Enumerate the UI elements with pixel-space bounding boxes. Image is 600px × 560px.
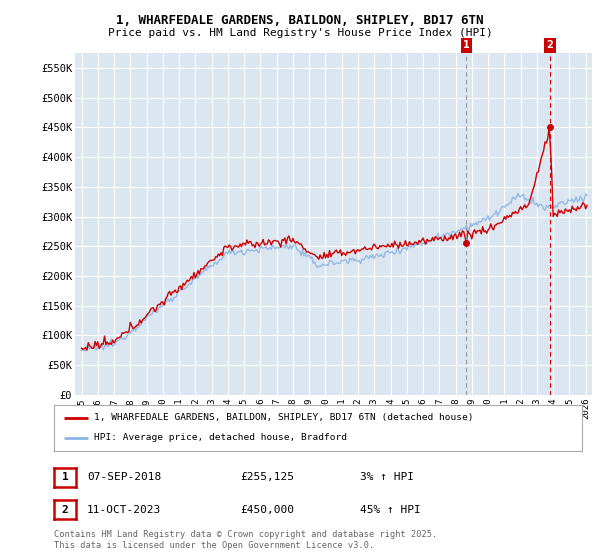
Text: £255,125: £255,125	[240, 472, 294, 482]
Text: 07-SEP-2018: 07-SEP-2018	[87, 472, 161, 482]
Text: 45% ↑ HPI: 45% ↑ HPI	[360, 505, 421, 515]
Text: Contains HM Land Registry data © Crown copyright and database right 2025.: Contains HM Land Registry data © Crown c…	[54, 530, 437, 539]
Text: £450,000: £450,000	[240, 505, 294, 515]
Text: Price paid vs. HM Land Registry's House Price Index (HPI): Price paid vs. HM Land Registry's House …	[107, 28, 493, 38]
Text: 3% ↑ HPI: 3% ↑ HPI	[360, 472, 414, 482]
Text: HPI: Average price, detached house, Bradford: HPI: Average price, detached house, Brad…	[94, 433, 347, 442]
Text: 1, WHARFEDALE GARDENS, BAILDON, SHIPLEY, BD17 6TN: 1, WHARFEDALE GARDENS, BAILDON, SHIPLEY,…	[116, 14, 484, 27]
Text: 2: 2	[62, 505, 68, 515]
Text: 1, WHARFEDALE GARDENS, BAILDON, SHIPLEY, BD17 6TN (detached house): 1, WHARFEDALE GARDENS, BAILDON, SHIPLEY,…	[94, 413, 473, 422]
Text: 1: 1	[62, 472, 68, 482]
Text: 1: 1	[463, 40, 470, 50]
Text: 2: 2	[547, 40, 553, 50]
Text: This data is licensed under the Open Government Licence v3.0.: This data is licensed under the Open Gov…	[54, 541, 374, 550]
Text: 11-OCT-2023: 11-OCT-2023	[87, 505, 161, 515]
